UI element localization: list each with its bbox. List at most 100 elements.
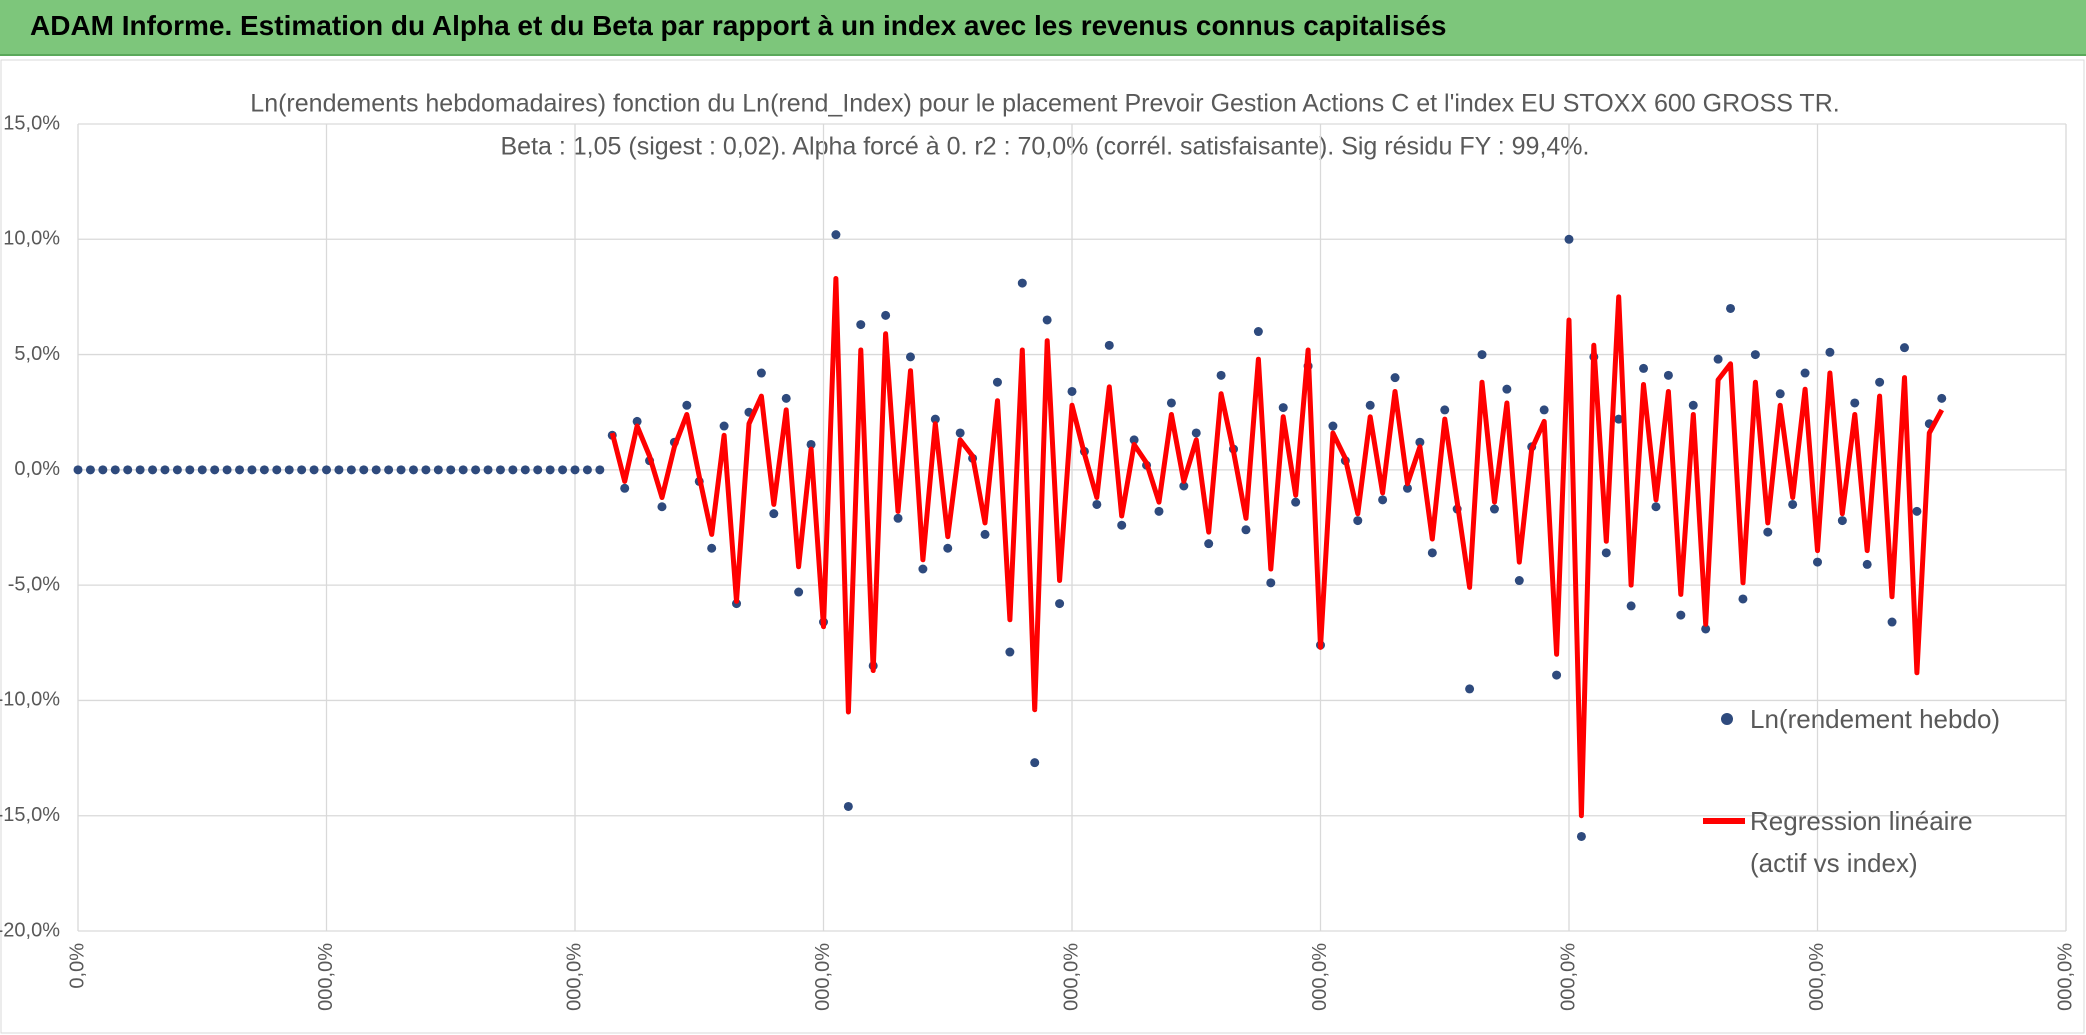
- data-point: [1850, 398, 1860, 408]
- data-point: [856, 320, 866, 330]
- data-point: [558, 465, 568, 475]
- data-point: [73, 465, 83, 475]
- data-point: [1154, 506, 1164, 516]
- data-point: [384, 465, 394, 475]
- data-point: [1415, 437, 1425, 447]
- data-point: [309, 465, 319, 475]
- data-point: [433, 465, 443, 475]
- data-point: [1701, 624, 1711, 634]
- chart-subtitle: Beta : 1,05 (sigest : 0,02). Alpha forcé…: [501, 133, 1590, 161]
- data-point: [1030, 758, 1040, 768]
- y-tick-label: 15,0%: [3, 112, 60, 134]
- legend-swatch: [1721, 713, 1733, 725]
- data-point: [1477, 350, 1487, 360]
- data-point: [160, 465, 170, 475]
- data-point: [123, 465, 133, 475]
- data-point: [1253, 327, 1263, 337]
- data-point: [508, 465, 518, 475]
- data-point: [1676, 610, 1686, 620]
- y-tick-label: -10,0%: [0, 689, 60, 711]
- data-point: [682, 400, 692, 410]
- data-point: [918, 564, 928, 574]
- data-point: [1390, 373, 1400, 383]
- data-point: [1489, 504, 1499, 514]
- data-point: [794, 587, 804, 597]
- data-point: [1365, 400, 1375, 410]
- data-point: [1179, 481, 1189, 491]
- data-point: [1750, 350, 1760, 360]
- data-point: [1514, 576, 1524, 586]
- data-point: [1899, 343, 1909, 353]
- data-point: [545, 465, 555, 475]
- data-point: [1092, 499, 1102, 509]
- data-point: [1564, 234, 1574, 244]
- data-point: [1166, 398, 1176, 408]
- data-point: [1067, 386, 1077, 396]
- data-point: [371, 465, 381, 475]
- data-point: [284, 465, 294, 475]
- data-point: [620, 483, 630, 493]
- data-point: [1738, 594, 1748, 604]
- data-point: [98, 465, 108, 475]
- data-point: [1465, 684, 1475, 694]
- data-point: [781, 393, 791, 403]
- page-title: ADAM Informe. Estimation du Alpha et du …: [30, 10, 1447, 41]
- data-point: [992, 377, 1002, 387]
- data-point: [955, 428, 965, 438]
- x-tick-label: 000,0%: [1806, 943, 1828, 1011]
- x-tick-label: 000,0%: [1060, 943, 1082, 1011]
- data-point: [1825, 347, 1835, 357]
- data-point: [210, 465, 220, 475]
- data-point: [172, 465, 182, 475]
- x-tick-label: 000,0%: [812, 943, 834, 1011]
- data-point: [1427, 548, 1437, 558]
- data-point: [1191, 428, 1201, 438]
- data-point: [1241, 525, 1251, 535]
- data-point: [1328, 421, 1338, 431]
- x-tick-label: 000,0%: [2054, 943, 2076, 1011]
- x-tick-label: 000,0%: [1309, 943, 1331, 1011]
- data-point: [1837, 516, 1847, 526]
- data-point: [1117, 520, 1127, 530]
- data-point: [1502, 384, 1512, 394]
- data-point: [657, 502, 667, 512]
- data-point: [1912, 506, 1922, 516]
- data-point: [1055, 599, 1065, 609]
- data-point: [943, 543, 953, 553]
- data-point: [893, 513, 903, 523]
- data-point: [247, 465, 257, 475]
- data-point: [259, 465, 269, 475]
- data-point: [1378, 495, 1388, 505]
- data-point: [843, 801, 853, 811]
- data-point: [769, 509, 779, 519]
- data-point: [756, 368, 766, 378]
- data-point: [458, 465, 468, 475]
- data-point: [1626, 601, 1636, 611]
- data-point: [595, 465, 605, 475]
- data-point: [930, 414, 940, 424]
- data-point: [1788, 499, 1798, 509]
- data-point: [806, 439, 816, 449]
- data-point: [1576, 831, 1586, 841]
- data-point: [1614, 414, 1624, 424]
- data-point: [1291, 497, 1301, 507]
- data-point: [831, 230, 841, 240]
- data-point: [707, 543, 717, 553]
- data-point: [1402, 483, 1412, 493]
- data-point: [1688, 400, 1698, 410]
- title-backdrop: [250, 86, 1840, 168]
- data-point: [533, 465, 543, 475]
- data-point: [1204, 539, 1214, 549]
- data-point: [881, 310, 891, 320]
- data-point: [483, 465, 493, 475]
- x-tick-label: 000,0%: [315, 943, 337, 1011]
- data-point: [1104, 340, 1114, 350]
- data-point: [980, 529, 990, 539]
- data-point: [1800, 368, 1810, 378]
- data-point: [1539, 405, 1549, 415]
- data-point: [421, 465, 431, 475]
- data-point: [1875, 377, 1885, 387]
- data-point: [1726, 303, 1736, 313]
- data-point: [1353, 516, 1363, 526]
